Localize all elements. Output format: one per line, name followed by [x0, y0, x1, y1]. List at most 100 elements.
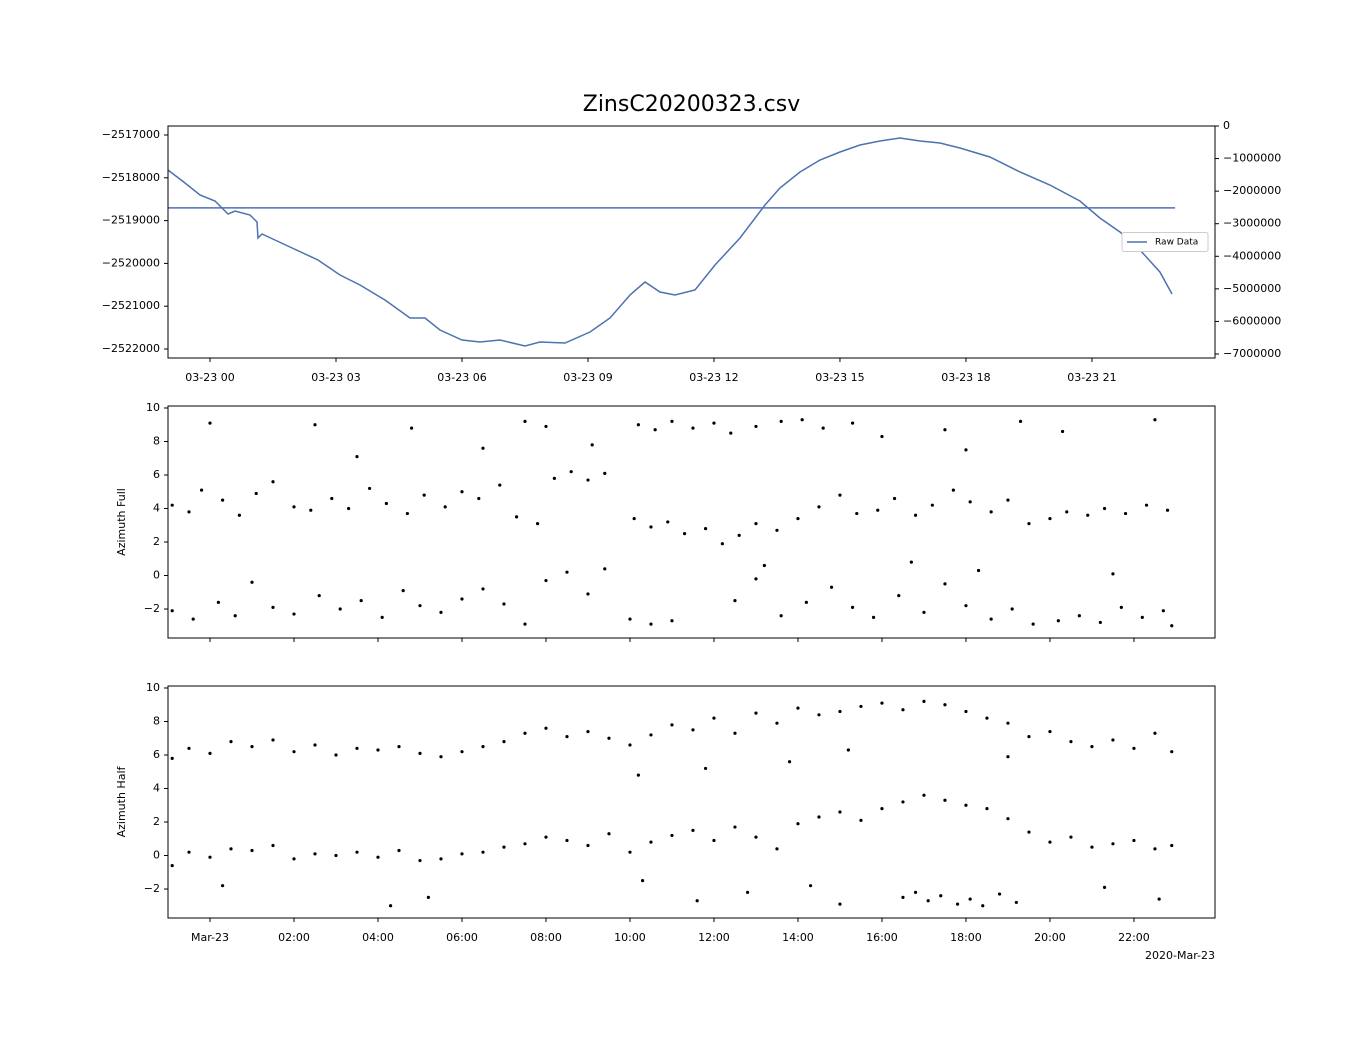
scatter-point	[170, 503, 174, 507]
scatter-point	[754, 577, 758, 581]
scatter-point	[1069, 835, 1073, 839]
scatter-point	[544, 424, 548, 429]
scatter-point	[502, 602, 506, 606]
scatter-point	[170, 863, 174, 868]
y2-tick-label: −5000000	[1223, 282, 1281, 295]
scatter-point	[460, 852, 464, 856]
scatter-point	[220, 884, 225, 888]
scatter-point	[964, 709, 968, 714]
scatter-point	[922, 793, 926, 797]
scatter-point	[1140, 615, 1144, 619]
scatter-point	[170, 756, 174, 760]
scatter-point	[250, 745, 254, 749]
scatter-point	[271, 480, 275, 484]
y-tick-label: 2	[153, 815, 160, 828]
scatter-point	[309, 508, 313, 512]
scatter-point	[544, 835, 548, 839]
scatter-point	[897, 594, 901, 598]
scatter-point	[1077, 614, 1081, 618]
scatter-point	[477, 496, 481, 501]
scatter-point	[804, 600, 808, 604]
scatter-point	[250, 580, 254, 584]
plot-frame	[167, 125, 1216, 359]
scatter-point	[590, 443, 594, 447]
scatter-point	[712, 421, 716, 425]
x-tick-label: 03-23 15	[815, 371, 864, 384]
scatter-point	[460, 597, 464, 601]
scatter-point	[586, 729, 590, 734]
y-tick-label: 4	[153, 502, 160, 515]
scatter-point	[901, 800, 905, 804]
x-tick-label: 02:00	[278, 931, 310, 944]
scatter-point	[943, 428, 947, 432]
scatter-point	[838, 709, 842, 714]
scatter-point	[855, 511, 859, 516]
scatter-point	[817, 815, 821, 819]
y-tick-label: 8	[153, 715, 160, 728]
y-tick-label: −2	[144, 882, 160, 895]
y-tick-label: −2519000	[102, 214, 160, 227]
scatter-point	[1048, 516, 1052, 521]
scatter-point	[346, 506, 351, 511]
scatter-point	[733, 599, 737, 603]
x-tick-label: 03-23 03	[311, 371, 360, 384]
scatter-point	[355, 746, 359, 750]
scatter-point	[586, 843, 590, 848]
scatter-point	[388, 904, 393, 908]
scatter-point	[199, 488, 204, 492]
scatter-point	[838, 810, 842, 814]
scatter-point	[1090, 745, 1094, 749]
scatter-point	[775, 721, 779, 725]
scatter-point	[850, 421, 855, 425]
scatter-point	[968, 897, 972, 901]
x-tick-label: 03-23 18	[941, 371, 990, 384]
scatter-point	[1170, 624, 1174, 628]
x-tick-label: 20:00	[1034, 931, 1066, 944]
y-tick-label: −2521000	[102, 299, 160, 312]
scatter-point	[871, 615, 876, 619]
scatter-point	[670, 619, 674, 623]
scatter-point	[649, 622, 653, 626]
scatter-point	[187, 850, 191, 854]
scatter-point	[271, 843, 275, 848]
scatter-point	[565, 570, 569, 574]
scatter-point	[409, 426, 414, 430]
scatter-point	[498, 483, 502, 487]
scatter-point	[989, 617, 993, 621]
scatter-point	[229, 847, 233, 851]
y-tick-label: −2517000	[102, 128, 160, 141]
scatter-point	[796, 516, 800, 521]
scatter-point	[1170, 843, 1174, 848]
scatter-point	[313, 743, 317, 747]
scatter-point	[292, 857, 296, 861]
scatter-point	[1153, 418, 1157, 422]
scatter-point	[334, 853, 338, 858]
scatter-point	[640, 879, 645, 883]
scatter-point	[1006, 817, 1010, 821]
scatter-point	[481, 745, 485, 749]
scatter-point	[418, 858, 422, 863]
scatter-point	[502, 740, 506, 744]
scatter-point	[922, 610, 926, 614]
scatter-point	[733, 731, 737, 735]
scatter-point	[754, 424, 758, 429]
scatter-point	[481, 587, 485, 591]
scatter-point	[636, 423, 640, 427]
scatter-point	[1006, 498, 1010, 502]
scatter-point	[1069, 740, 1073, 744]
legend-box	[1121, 232, 1209, 252]
scatter-point	[787, 760, 792, 764]
scatter-point	[695, 899, 699, 903]
scatter-point	[859, 704, 863, 709]
scatter-point	[292, 750, 296, 754]
chart-title: ZinsC20200323.csv	[583, 92, 801, 117]
scatter-point	[981, 904, 985, 908]
scatter-point	[775, 528, 779, 532]
scatter-point	[636, 773, 640, 777]
scatter-point	[712, 716, 716, 720]
scatter-point	[1119, 605, 1123, 609]
scatter-point	[808, 884, 813, 888]
scatter-point	[460, 750, 464, 754]
scatter-point	[355, 454, 359, 459]
scatter-point	[418, 751, 422, 755]
